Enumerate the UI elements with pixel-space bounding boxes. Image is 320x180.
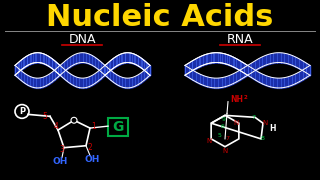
Text: 5: 5 (217, 133, 221, 138)
Text: 6: 6 (221, 124, 225, 129)
Text: 7: 7 (225, 136, 229, 141)
Text: N: N (222, 148, 228, 154)
Text: Nucleic Acids: Nucleic Acids (46, 3, 274, 32)
Text: N: N (206, 138, 212, 144)
Text: H: H (270, 124, 276, 133)
Text: RNA: RNA (227, 33, 253, 46)
Text: OH: OH (84, 155, 100, 164)
Text: 7: 7 (251, 115, 255, 120)
Text: 5: 5 (43, 112, 47, 121)
Text: 3: 3 (60, 145, 64, 154)
Text: N: N (262, 120, 268, 126)
Text: 2: 2 (244, 95, 248, 100)
Text: 9: 9 (222, 117, 226, 122)
Text: 1: 1 (92, 122, 96, 131)
Text: 4: 4 (53, 122, 59, 131)
Text: G: G (112, 120, 124, 134)
Circle shape (71, 117, 77, 123)
Text: OH: OH (52, 157, 68, 166)
Text: DNA: DNA (68, 33, 96, 46)
Text: N: N (233, 120, 238, 126)
Text: 2: 2 (88, 143, 92, 152)
Text: NH: NH (230, 95, 244, 104)
Text: P: P (19, 107, 25, 116)
Text: 8: 8 (261, 136, 265, 141)
